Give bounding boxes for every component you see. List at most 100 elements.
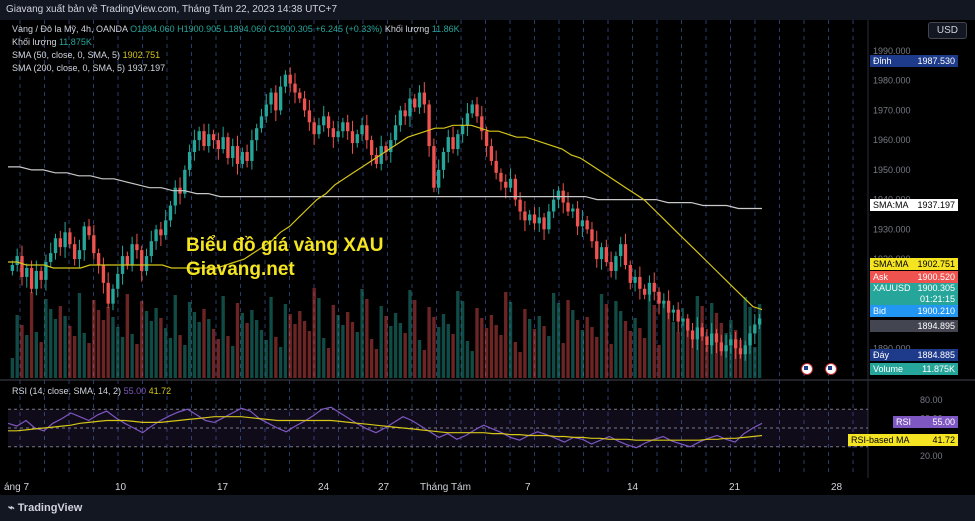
candle-body [226,137,230,158]
volume-bar [130,334,134,378]
badge-value: 1894.895 [917,321,955,331]
volume-bar [403,333,407,378]
volume-bar [221,296,225,378]
volume-bar [595,337,599,378]
watermark-line1: Biểu đồ giá vàng XAU [186,235,384,256]
candle-body [202,131,206,147]
candle-body [116,273,120,289]
volume-bar [671,322,676,378]
volume-bar [413,300,417,378]
volume-bar [647,295,652,378]
candle-body [523,211,527,221]
candle-body [216,140,221,150]
us-flag-icon[interactable] [801,363,813,375]
candle-body [163,220,168,236]
volume-bar [389,326,393,378]
volume-bar [274,337,278,378]
volume-bar [92,300,96,378]
volume-bar [96,310,101,378]
volume-bar [398,323,403,378]
candle-body [413,98,417,108]
volume-bar [53,319,58,378]
tradingview-logo-icon[interactable]: ⌁ TradingView [8,502,83,514]
candle-body [666,300,671,313]
candle-body [259,116,264,129]
candle-body [671,309,676,313]
candle-body [489,146,494,161]
candle-body [250,140,254,161]
candle-body [566,202,570,212]
badge-value: 1900.305 [917,283,955,293]
volume-value-2: 11.875K [58,37,92,47]
volume-bar [451,334,455,378]
volume-bar [120,337,125,378]
candle-body [494,160,498,173]
candle-body [96,253,101,266]
top-bar: Giavang xuất bản về TradingView.com, Thá… [0,0,975,20]
volume-bar [484,328,489,378]
volume-bar [638,328,642,378]
candle-body [293,83,297,93]
candle-body [748,333,752,346]
volume-bar [360,289,364,378]
badge-value: 11.875K [922,364,955,374]
footer-bar: ⌁ TradingView [0,495,975,521]
currency-button[interactable]: USD [927,22,967,39]
us-flag-icon[interactable] [825,363,837,375]
price-tick-label: 1980.000 [873,76,911,86]
volume-bar [690,339,695,378]
candle-body [29,267,34,289]
volume-bar [240,313,244,378]
volume-label-2[interactable]: Khối lượng [12,37,57,47]
candle-body [714,333,719,343]
volume-bar [269,297,273,378]
candle-body [326,116,331,129]
candle-body [686,318,690,331]
candle-body [595,241,599,260]
volume-bar [417,340,422,378]
candle-body [221,137,225,150]
volume-bar [666,312,671,378]
volume-bar [642,338,647,378]
price-tick-label: 1890.000 [873,343,911,353]
volume-bar [135,344,139,378]
volume-bar [283,304,288,378]
candle-body [657,291,661,304]
candle-body [705,336,709,346]
candle-body [389,140,393,153]
volume-bar [163,328,168,378]
candle-body [724,345,728,352]
candle-body [254,128,259,141]
symbol-label[interactable]: Vàng / Đô la Mỹ, 4h, OANDA [12,24,128,34]
price-badge: Bid 1900.210 [870,305,958,317]
candle-body [264,104,268,117]
volume-bar [278,347,283,378]
candle-body [695,327,700,340]
candle-body [393,125,398,141]
volume-bar [556,303,561,378]
sma200-label[interactable]: SMA (200, close, 0, SMA, 5) [12,63,126,73]
volume-bar [580,330,585,378]
volume-bar [331,305,335,378]
volume-bar [298,311,302,378]
rsi-label[interactable]: RSI (14, close, SMA, 14, 2) [12,386,122,396]
volume-bar [207,319,211,378]
sma50-label[interactable]: SMA (50, close, 0, SMA, 5) [12,50,121,60]
price-badge: Đỉnh 1987.530 [870,55,958,67]
candle-body [690,330,695,340]
volume-bar [183,345,187,378]
candle-body [68,232,72,245]
volume-bar [422,350,426,378]
candle-body [384,146,388,153]
volume-bar [187,302,192,378]
rsi-ma-line [8,416,763,441]
volume-bar [676,332,680,378]
candle-body [623,244,628,266]
volume-bar [456,291,460,378]
candle-body [307,110,312,123]
volume-bar [322,338,326,378]
candle-body [700,327,704,337]
candle-body [374,154,379,164]
volume-bar [202,309,206,378]
